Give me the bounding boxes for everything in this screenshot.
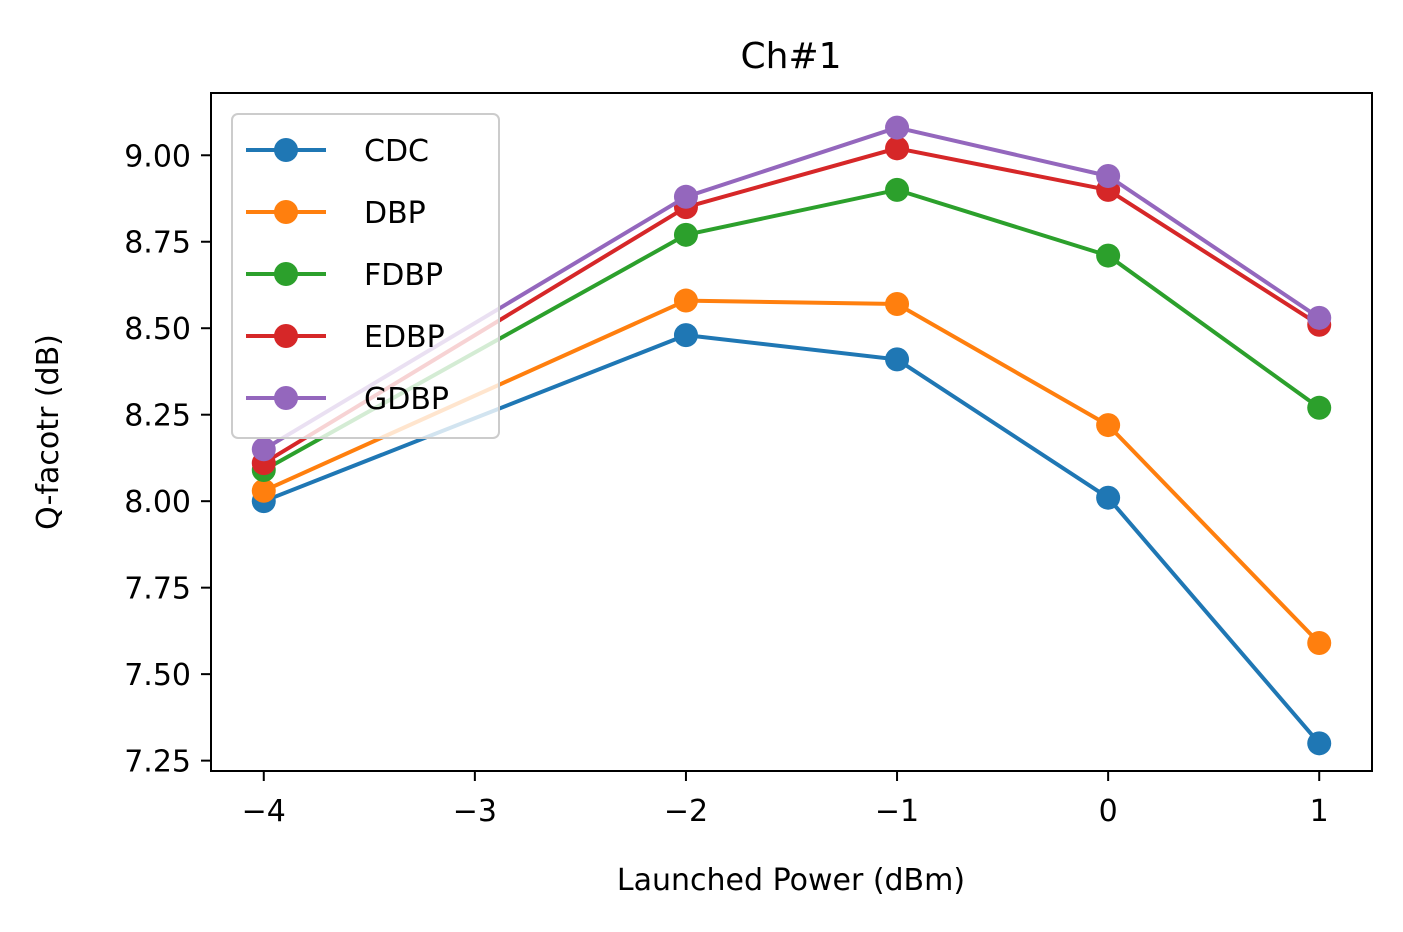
y-tick-label: 8.25 — [124, 399, 191, 434]
legend: CDC DBP FDBP EDBP GDBP — [231, 113, 500, 439]
legend-box — [231, 113, 500, 439]
legend-marker — [274, 324, 298, 348]
legend-item-dbp: DBP — [246, 196, 426, 231]
x-tick-label: 0 — [1099, 794, 1118, 829]
y-tick-label: 7.75 — [124, 572, 191, 607]
legend-marker — [274, 386, 298, 410]
data-point-gdbp — [885, 115, 910, 140]
data-point-dbp — [1096, 413, 1121, 438]
data-point-dbp — [885, 292, 910, 317]
data-point-cdc — [673, 323, 698, 348]
data-point-dbp — [251, 478, 276, 503]
y-tick-label: 8.00 — [124, 485, 191, 520]
legend-label: DBP — [364, 196, 426, 231]
data-point-fdbp — [1096, 243, 1121, 268]
x-tick-label: −2 — [664, 794, 708, 829]
legend-item-gdbp: GDBP — [246, 382, 449, 417]
x-axis-label: Launched Power (dBm) — [617, 863, 965, 898]
data-point-cdc — [885, 347, 910, 372]
x-tick-label: −4 — [242, 794, 286, 829]
legend-label: GDBP — [364, 382, 449, 417]
data-point-fdbp — [885, 177, 910, 202]
y-axis-label: Q-facotr (dB) — [31, 334, 66, 530]
series-dbp — [251, 288, 1332, 656]
data-point-edbp — [885, 136, 910, 161]
legend-label: EDBP — [364, 320, 445, 355]
x-tick-label: 1 — [1310, 794, 1329, 829]
data-point-fdbp — [1307, 395, 1332, 420]
legend-marker — [274, 200, 298, 224]
y-tick-label: 7.50 — [124, 658, 191, 693]
data-point-fdbp — [673, 222, 698, 247]
data-point-dbp — [1307, 631, 1332, 656]
legend-label: FDBP — [364, 258, 443, 293]
y-tick-label: 9.00 — [124, 139, 191, 174]
legend-item-cdc: CDC — [246, 134, 429, 169]
series-layer — [251, 115, 1332, 756]
y-tick-label: 8.75 — [124, 226, 191, 261]
series-gdbp — [251, 115, 1332, 462]
plot-frame — [210, 92, 1373, 772]
data-point-gdbp — [251, 437, 276, 462]
data-point-cdc — [1307, 731, 1332, 756]
data-point-dbp — [673, 288, 698, 313]
x-axis: −4 −3 −2 −1 0 1 — [242, 771, 1329, 829]
data-point-cdc — [1096, 485, 1121, 510]
legend-item-edbp: EDBP — [246, 320, 445, 355]
data-point-gdbp — [1307, 305, 1332, 330]
y-tick-label: 7.25 — [124, 745, 191, 780]
chart-title: Ch#1 — [740, 36, 841, 77]
data-point-gdbp — [673, 184, 698, 209]
y-axis: 7.25 7.50 7.75 8.00 8.25 8.50 8.75 9.00 — [124, 139, 211, 780]
legend-marker — [274, 262, 298, 286]
legend-item-fdbp: FDBP — [246, 258, 443, 293]
x-tick-label: −1 — [875, 794, 919, 829]
y-tick-label: 8.50 — [124, 312, 191, 347]
legend-label: CDC — [364, 134, 429, 169]
legend-marker — [274, 138, 298, 162]
data-point-gdbp — [1096, 164, 1121, 189]
x-tick-label: −3 — [453, 794, 497, 829]
